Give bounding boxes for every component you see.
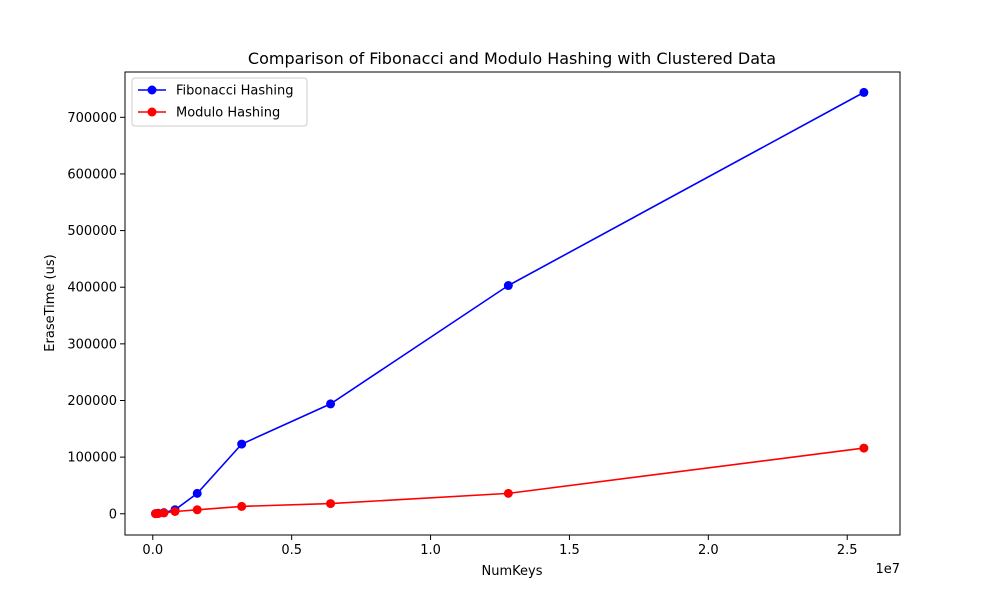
- data-point-fibonacci-hashing: [503, 281, 513, 291]
- legend: Fibonacci Hashing Modulo Hashing: [131, 77, 308, 127]
- data-point-modulo-hashing: [159, 508, 169, 518]
- x-tick-label: 1.5: [559, 543, 580, 558]
- x-tick-label: 1.0: [420, 543, 441, 558]
- data-point-modulo-hashing: [503, 488, 513, 498]
- series-layer: [151, 87, 869, 519]
- data-point-fibonacci-hashing: [859, 87, 869, 97]
- y-tick-label: 300000: [67, 337, 117, 352]
- y-tick-label: 500000: [67, 224, 117, 239]
- data-point-modulo-hashing: [859, 443, 869, 453]
- y-tick-label: 100000: [67, 451, 117, 466]
- x-axis-offset-label: 1e7: [875, 562, 900, 577]
- data-point-fibonacci-hashing: [326, 399, 336, 409]
- legend-entry-label: Fibonacci Hashing: [176, 84, 293, 99]
- data-point-modulo-hashing: [192, 505, 202, 515]
- y-axis-label: EraseTime (us): [43, 254, 58, 351]
- x-tick-label: 2.0: [698, 543, 719, 558]
- plot-frame: [124, 71, 901, 536]
- legend-marker-swatch: [147, 85, 157, 95]
- y-tick-label: 700000: [67, 111, 117, 126]
- series-line-fibonacci-hashing: [155, 91, 865, 515]
- x-axis-label: NumKeys: [482, 564, 543, 579]
- y-tick-label: 200000: [67, 394, 117, 409]
- chart-title: Comparison of Fibonacci and Modulo Hashi…: [248, 49, 776, 68]
- y-axis: 0 100000 200000 300000 400000 500000 600000 700…: [67, 111, 125, 522]
- x-tick-label: 2.5: [837, 543, 858, 558]
- y-tick-label: 400000: [67, 281, 117, 296]
- data-point-modulo-hashing: [170, 506, 180, 516]
- legend-entry-label: Modulo Hashing: [176, 106, 280, 121]
- data-point-fibonacci-hashing: [192, 488, 202, 498]
- data-point-modulo-hashing: [326, 499, 336, 509]
- y-tick-label: 0: [109, 507, 117, 522]
- data-point-fibonacci-hashing: [237, 439, 247, 449]
- legend-box: [131, 77, 308, 127]
- x-tick-label: 0.5: [281, 543, 302, 558]
- x-tick-label: 0.0: [142, 543, 163, 558]
- legend-marker-swatch: [147, 107, 157, 117]
- y-tick-label: 600000: [67, 167, 117, 182]
- data-point-modulo-hashing: [237, 501, 247, 511]
- series-line-modulo-hashing: [155, 447, 864, 515]
- x-axis: 0.0 0.5 1.0 1.5 2.0 2.5: [142, 535, 858, 558]
